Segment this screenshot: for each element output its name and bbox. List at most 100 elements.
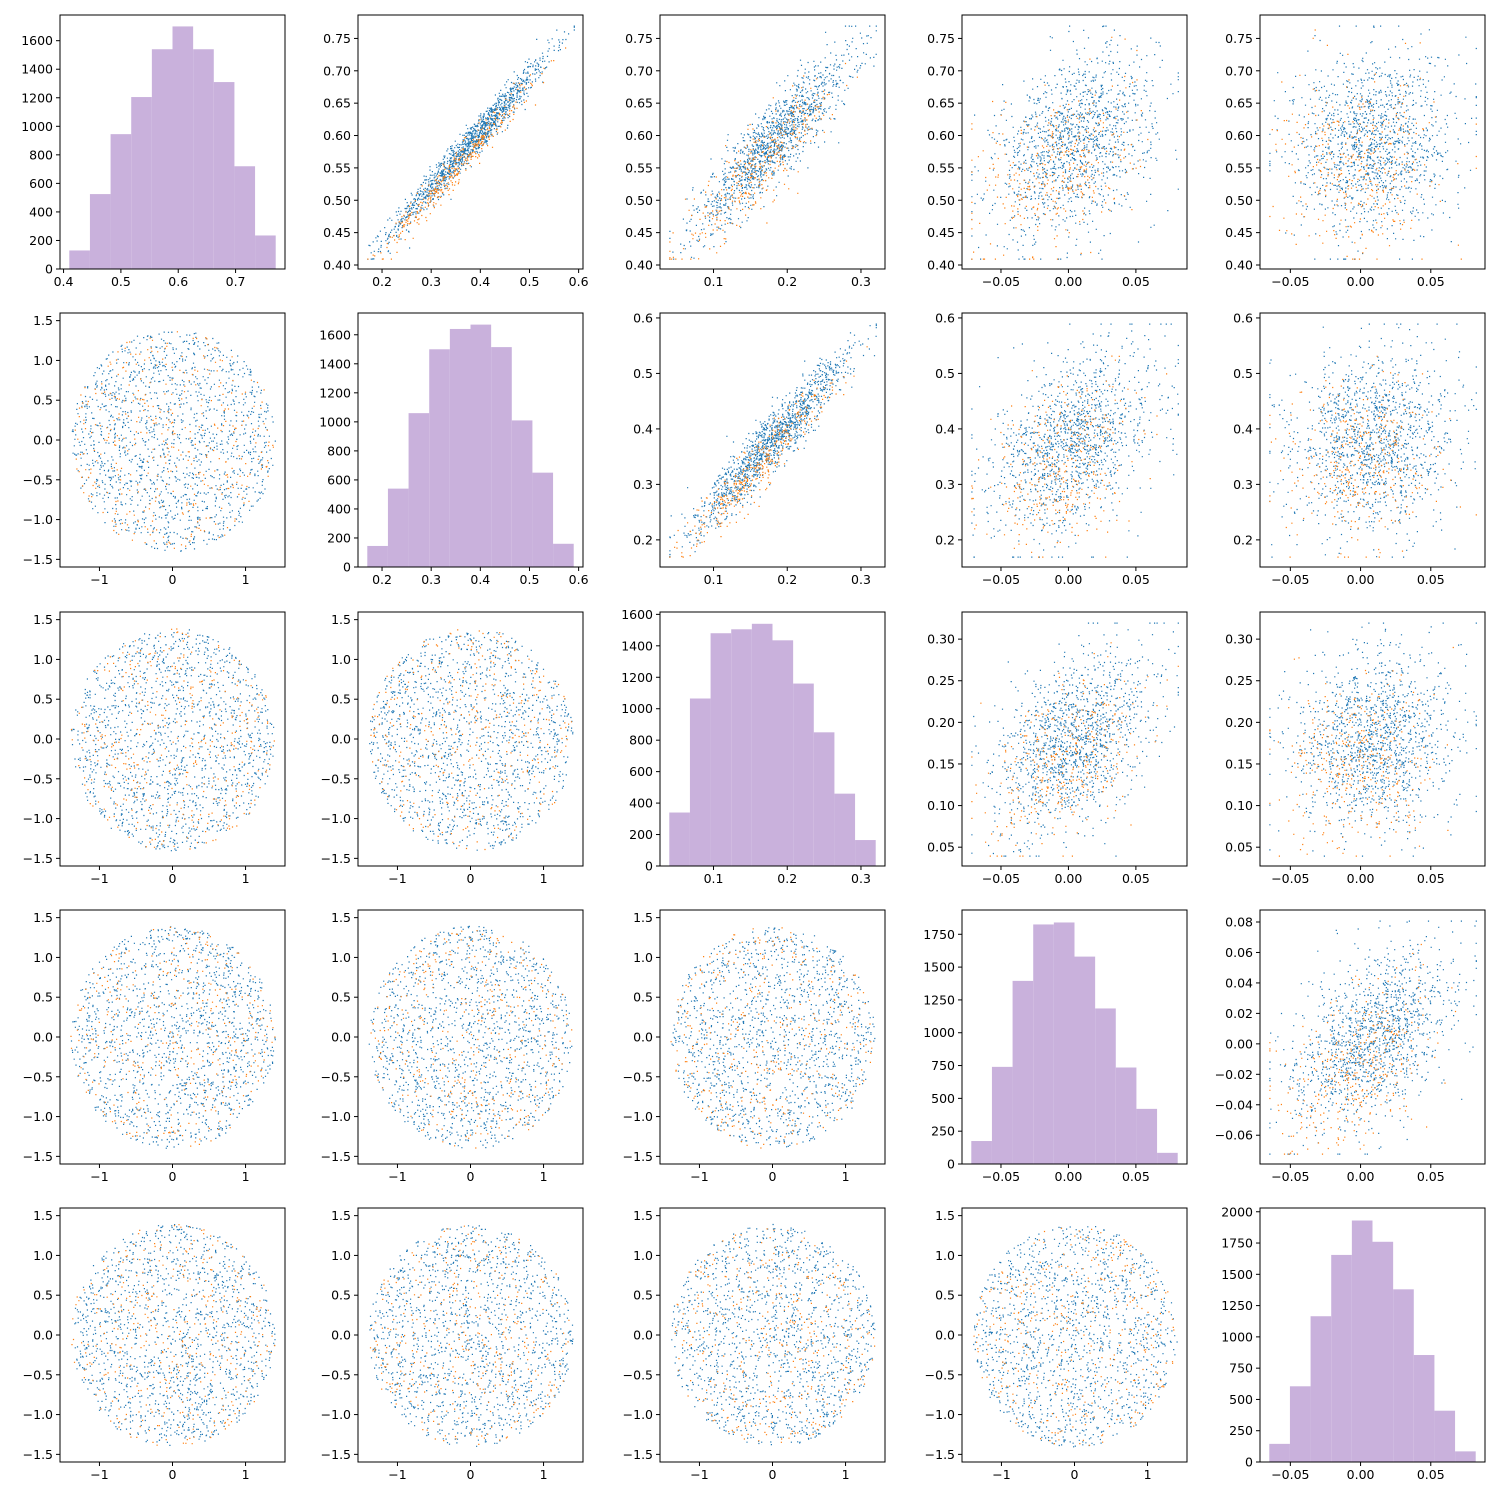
panel-r2-c0-ytick: 0.0 xyxy=(33,732,60,747)
panel-r4-c3-xtick-label: 0 xyxy=(1071,1467,1079,1482)
panel-r2-c0-ytick: 1.5 xyxy=(33,612,60,627)
panel-r2-c2-xtick: 0.3 xyxy=(851,866,871,886)
panel-r3-c3-hist-bar xyxy=(971,1141,992,1164)
panel-r3-c3-hist-bar xyxy=(1136,1108,1158,1164)
panel-r1-c4-ytick: 0.2 xyxy=(1233,532,1260,547)
panel-r3-c1-ytick-label: 1.5 xyxy=(331,910,351,925)
panel-r1-c2-ytick-label: 0.3 xyxy=(633,477,653,492)
panel-r2-c2-xtick-label: 0.1 xyxy=(704,871,724,886)
panel-r0-c1-ytick-label: 0.65 xyxy=(323,96,351,111)
panel-r2-c3-xtick: 0.05 xyxy=(1122,866,1150,886)
panel-r1-c1-border xyxy=(357,312,584,568)
panel-r4-c0-ytick: −0.5 xyxy=(23,1367,60,1382)
panel-r0-c4-ytick-label: 0.50 xyxy=(1225,193,1253,208)
panel-r1-c3-xtick-label: 0.00 xyxy=(1055,572,1083,587)
panel-r2-c3-ytick: 0.25 xyxy=(927,673,962,688)
panel-r3-c3-hist-bar xyxy=(1033,924,1054,1164)
panel-r4-c2-ytick: 0.0 xyxy=(633,1328,660,1343)
panel-r2-c4-series-1-points xyxy=(1269,622,1477,857)
panel-r0-c3-ytick-label: 0.45 xyxy=(927,225,955,240)
panel-r1-c1-ytick-label: 400 xyxy=(327,501,351,516)
panel-r2-c0-ytick-label: −1.0 xyxy=(23,811,53,826)
panel-r1-c1-hist-bar xyxy=(511,420,533,567)
panel-r1-c0-ytick: 0.5 xyxy=(33,393,60,408)
panel-r2-c3-xtick: 0.00 xyxy=(1055,866,1082,886)
panel-r4-c3-xtick: −1 xyxy=(992,1462,1011,1482)
panel-r3-c4-ytick-label: −0.04 xyxy=(1215,1097,1253,1112)
panel-r0-c3-xtick-label: 0.00 xyxy=(1055,274,1083,289)
panel-r2-c1-ytick-label: 0.5 xyxy=(331,692,351,707)
panel-r4-c1-ytick: −0.5 xyxy=(321,1367,358,1382)
panel-r2-c2-hist-bar xyxy=(834,793,856,866)
panel-r3-c2-ytick-label: 1.0 xyxy=(633,950,653,965)
panel-r2-c2-ytick-label: 1400 xyxy=(621,638,653,653)
panel-r2-c2-xtick-label: 0.3 xyxy=(851,871,871,886)
panel-r3-c3-xtick: 0.00 xyxy=(1055,1164,1082,1184)
panel-r4-c4-ytick: 250 xyxy=(1229,1423,1260,1438)
panel-r0-c3-xtick: 0.05 xyxy=(1122,269,1150,289)
panel-r1-c4-ytick: 0.6 xyxy=(1233,310,1260,325)
panel-r0-c4-ytick-label: 0.75 xyxy=(1225,31,1253,46)
panel-r1-c1-hist-bar xyxy=(387,488,409,567)
panel-r4-c2-xtick-label: 1 xyxy=(842,1467,850,1482)
panel-r4-c0-xtick-label: 1 xyxy=(242,1467,250,1482)
panel-r4-c1-ytick: 1.0 xyxy=(331,1248,358,1263)
panel-r1-c1-ytick-label: 1600 xyxy=(319,327,351,342)
panel-r3-c1-ytick-label: −0.5 xyxy=(321,1069,351,1084)
panel-r2-c2-ytick: 1000 xyxy=(621,701,660,716)
panel-r0-c2-series-2-points xyxy=(669,62,858,260)
panel-r1-c1-ytick: 200 xyxy=(327,530,358,545)
panel-r2-c0-frame xyxy=(59,611,286,867)
panel-r3-c1-ytick-label: −1.5 xyxy=(321,1149,351,1164)
panel-r2-c3-ytick-label: 0.25 xyxy=(927,673,955,688)
panel-r1-c4-xtick-label: 0.00 xyxy=(1347,572,1375,587)
panel-r3-c1-ytick: 1.5 xyxy=(331,910,358,925)
panel-r0-c0-ytick: 1000 xyxy=(21,119,60,134)
panel-r0-c2-xtick-label: 0.2 xyxy=(777,274,797,289)
panel-r4-c3: −1 0 1 −1.5 −1.0 −0.5 0.0 0.5 1.0 1.5 xyxy=(925,1207,1188,1482)
panel-r3-c1-ytick: −1.0 xyxy=(321,1109,358,1124)
panel-r4-c0-xtick-label: −1 xyxy=(90,1467,108,1482)
panel-r1-c1-hist-bar xyxy=(470,324,492,567)
panel-r0-c3-ytick: 0.70 xyxy=(927,63,962,78)
panel-r0-c4-xtick: 0.00 xyxy=(1347,269,1375,289)
panel-r3-c3-hist-bar xyxy=(1012,980,1034,1164)
panel-r2-c2-ytick-label: 1600 xyxy=(621,607,653,622)
panel-r0-c0-xtick-label: 0.5 xyxy=(111,274,131,289)
panel-r4-c3-series-1-points xyxy=(973,1226,1178,1448)
panel-r1-c2-series-1-points xyxy=(669,323,877,558)
panel-r0-c0-ytick-label: 1600 xyxy=(21,33,53,48)
panel-r4-c4-hist-bar xyxy=(1331,1254,1352,1462)
panel-r4-c1-ytick-label: −0.5 xyxy=(321,1367,351,1382)
panel-r4-c0-ytick-label: −1.5 xyxy=(23,1447,53,1462)
panel-r1-c3-ytick: 0.5 xyxy=(935,366,962,381)
panel-r1-c2-ytick: 0.3 xyxy=(633,477,660,492)
panel-r1-c1-hist-bar xyxy=(367,545,388,567)
panel-r2-c0-ytick: 0.5 xyxy=(33,692,60,707)
panel-r0-c1-ytick: 0.50 xyxy=(323,193,358,208)
panel-r0-c0-border xyxy=(59,14,286,270)
panel-r2-c3-ytick: 0.20 xyxy=(927,715,962,730)
panel-r0-c2-ytick-label: 0.65 xyxy=(625,96,653,111)
panel-r2-c3-xtick-label: −0.05 xyxy=(982,871,1020,886)
panel-r2-c4-xtick-label: −0.05 xyxy=(1271,871,1309,886)
panel-r0-c4-ytick-label: 0.55 xyxy=(1225,160,1253,175)
panel-r2-c4-ytick-label: 0.15 xyxy=(1225,756,1253,771)
panel-r0-c0-ytick-label: 0 xyxy=(45,262,53,277)
panel-r4-c4-ytick-label: 250 xyxy=(1229,1423,1253,1438)
panel-r4-c3-ytick: 1.0 xyxy=(935,1248,962,1263)
panel-r2-c0-series-1-points xyxy=(71,629,275,852)
panel-r0-c4-ytick: 0.50 xyxy=(1225,193,1260,208)
panel-r4-c4-xtick: 0.05 xyxy=(1417,1462,1445,1482)
panel-r2-c3-ytick: 0.10 xyxy=(927,798,962,813)
panel-r4-c2-ytick: 1.5 xyxy=(633,1208,660,1223)
panel-r4-c1-frame xyxy=(357,1207,584,1463)
panel-r3-c2-ytick-label: −1.0 xyxy=(623,1109,653,1124)
panel-r3-c1-ytick: 0.5 xyxy=(331,990,358,1005)
panel-r0-c2-xtick: 0.3 xyxy=(851,269,871,289)
panel-r3-c3-hist-bar xyxy=(991,1066,1013,1164)
panel-r0-c4-ytick: 0.60 xyxy=(1225,128,1260,143)
panel-r0-c0-ytick: 200 xyxy=(29,233,60,248)
panel-r2-c4-xtick-label: 0.05 xyxy=(1417,871,1445,886)
panel-r2-c2-hist-bar xyxy=(731,629,752,866)
